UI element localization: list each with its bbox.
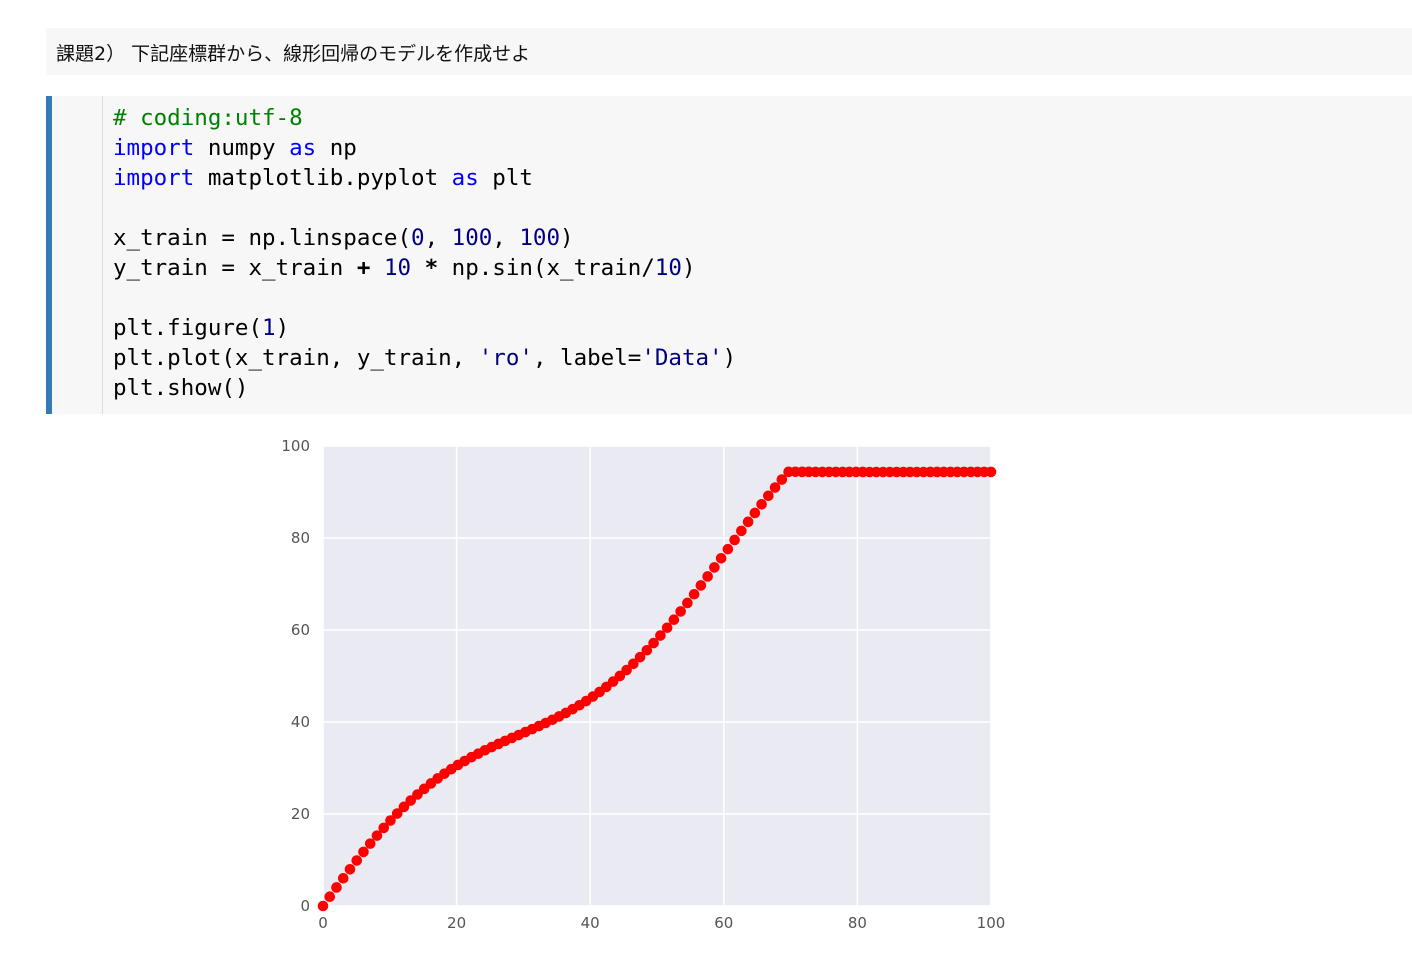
data-point [722, 543, 734, 555]
data-point [331, 882, 342, 893]
data-point [736, 525, 747, 537]
code-comment: # coding:utf-8 [113, 105, 303, 131]
data-point [749, 507, 761, 519]
code-editor[interactable]: # coding:utf-8 import numpy as np import m… [113, 103, 736, 403]
axis-ticks: 0 20 40 60 80 100 0 20 40 60 80 100 [281, 437, 1005, 932]
code-line-9: plt.plot(x_train, y_train, 'ro', label='… [113, 345, 737, 371]
markdown-cell[interactable]: 課題2） 下記座標群から、線形回帰のモデルを作成せよ [46, 28, 1412, 75]
code-keyword: as [289, 135, 317, 161]
data-point [675, 606, 686, 617]
data-point [324, 891, 336, 903]
data-point [628, 658, 639, 670]
data-point [695, 580, 707, 591]
data-point [337, 873, 349, 884]
x-tick-label: 20 [447, 914, 466, 932]
data-point [756, 498, 767, 510]
code-line-1: # coding:utf-8 [113, 103, 736, 133]
data-point [655, 630, 666, 641]
data-point [742, 516, 754, 528]
code-line-2: import numpy as np [113, 135, 357, 161]
code-line-10: plt.show() [113, 375, 249, 401]
data-point [405, 795, 417, 806]
code-keyword: import [113, 135, 195, 161]
code-cell[interactable]: # coding:utf-8 import numpy as np import m… [46, 96, 1412, 414]
code-keyword: import [113, 165, 195, 191]
code-keyword: as [451, 165, 479, 191]
y-tick-label: 100 [281, 437, 310, 455]
y-tick-label: 60 [291, 621, 310, 639]
data-point [641, 644, 653, 656]
data-point [985, 466, 997, 478]
prompt-separator [102, 96, 103, 414]
data-point [776, 474, 788, 485]
data-point [769, 482, 781, 493]
assignment-heading: 課題2） 下記座標群から、線形回帰のモデルを作成せよ [56, 43, 531, 65]
code-line-3: import matplotlib.pyplot as plt [113, 165, 533, 191]
data-point [668, 614, 680, 625]
data-point [391, 808, 403, 819]
data-point [364, 838, 376, 849]
data-point [621, 664, 632, 676]
data-point [688, 588, 700, 600]
y-tick-label: 40 [291, 713, 310, 731]
data-point [351, 855, 363, 866]
x-tick-label: 40 [581, 914, 600, 932]
code-line-8: plt.figure(1) [113, 315, 290, 341]
plot-area [323, 446, 991, 906]
data-points [317, 466, 997, 912]
data-point [371, 830, 383, 841]
data-point [715, 552, 727, 564]
x-tick-label: 100 [977, 914, 1006, 932]
y-tick-label: 20 [291, 805, 310, 823]
code-line-5: x_train = np.linspace(0, 100, 100) [113, 225, 574, 251]
data-point [344, 863, 356, 875]
data-point [648, 637, 659, 649]
data-point [634, 651, 646, 663]
code-line-6: y_train = x_train + 10 * np.sin(x_train/… [113, 255, 696, 281]
data-point [682, 597, 693, 609]
data-point [702, 571, 713, 582]
y-tick-label: 0 [300, 897, 310, 915]
data-point [729, 534, 740, 546]
selected-cell-indicator [46, 96, 52, 414]
y-tick-label: 80 [291, 529, 310, 547]
data-point [378, 822, 390, 834]
x-tick-label: 0 [318, 914, 328, 932]
grid-lines [322, 445, 992, 907]
x-tick-label: 80 [848, 914, 867, 932]
data-point [317, 900, 329, 912]
data-point [385, 815, 396, 826]
data-point [358, 846, 369, 858]
x-tick-label: 60 [714, 914, 733, 932]
data-point [709, 562, 720, 573]
data-point [763, 490, 774, 502]
data-point [661, 622, 673, 634]
data-point [398, 801, 410, 813]
